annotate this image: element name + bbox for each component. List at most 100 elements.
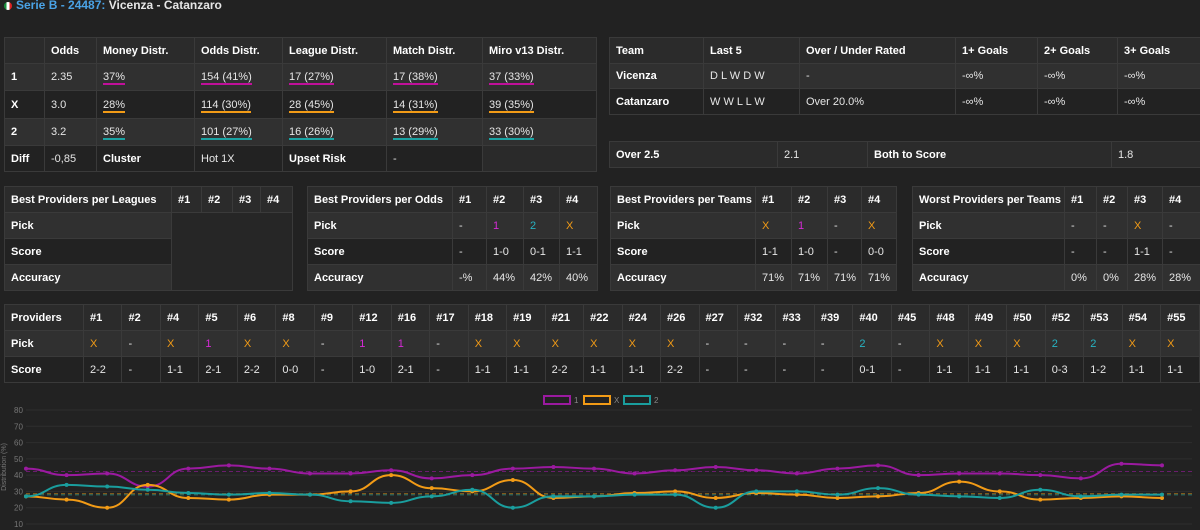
provider-score: 2-2 [236,356,277,383]
data-point [308,492,312,497]
provider-col-header: #21 [544,304,585,331]
score-cell: 1-1 [559,238,598,265]
provider-pick: X [929,330,969,357]
provider-col-header: #5 [198,304,238,331]
provider-pick: X [967,330,1008,357]
team-g3: -∞% [1117,63,1200,89]
provider-col-header: #32 [736,304,777,331]
odds-value: 3.0 [44,90,97,119]
legend-swatch[interactable] [543,395,571,405]
y-tick-label: 70 [14,422,23,431]
provider-pick: X [236,330,277,357]
league-distr: 17 (27%) [289,71,334,85]
accuracy-cell: 71% [827,264,862,291]
pick-label: Pick [610,212,756,239]
provider-score: 1-1 [583,356,623,383]
data-point [957,494,962,499]
team-g2: -∞% [1037,88,1118,115]
team-header-g3: 3+ Goals [1117,37,1200,64]
data-point [997,471,1002,476]
money-cell: 37% [96,63,195,91]
provider-score: 2-1 [390,356,431,383]
pick-cell: X [1127,212,1163,239]
legend-label[interactable]: 2 [654,396,659,405]
data-point [510,505,515,510]
y-tick-label: 80 [14,406,23,415]
provider-pick: X [82,330,123,357]
odds-value: 2.35 [44,63,97,91]
pick-cell: X [559,212,598,239]
league-link[interactable]: Serie B - 24487: [16,0,106,12]
odds-header-money: Money Distr. [96,37,195,64]
score-label: Score [4,356,84,383]
col-header: #4 [260,186,293,213]
team-header-rated: Over / Under Rated [799,37,956,64]
provider-score: 1-1 [1160,356,1200,383]
team-row-home: Vicenza D L W D W - -∞% -∞% -∞% [609,63,1200,89]
score-cell: 1-0 [486,238,524,265]
col-header: #3 [827,186,862,213]
over-value: 2.1 [777,141,868,168]
team-rated: - [799,63,956,89]
score-label: Score [912,238,1065,265]
data-point [997,489,1002,494]
miro-distr: 37 (33%) [489,71,534,85]
pick-cell: X [755,212,792,239]
data-point [713,465,718,469]
provider-col-header: #49 [967,304,1008,331]
col-header: #2 [791,186,828,213]
provider-pick: - [813,330,854,357]
provider-score: - [813,356,854,383]
legend-label[interactable]: X [614,396,620,405]
y-tick-label: 30 [14,487,23,496]
odds-row-label: X [4,90,45,119]
legend-swatch[interactable] [583,395,611,405]
legend-label[interactable]: 1 [574,396,579,405]
team-g2: -∞% [1037,63,1118,89]
data-point [64,497,69,502]
italy-flag-icon [4,1,12,10]
provider-pick: X [1160,330,1200,357]
provider-score: - [121,356,161,383]
league-cell: 16 (26%) [282,118,387,146]
score-label: Score [4,238,172,265]
empty-cell [482,145,597,172]
data-point [1160,463,1164,468]
over-label: Over 2.5 [609,141,778,168]
score-cell: 1-1 [755,238,792,265]
team-header-last5: Last 5 [703,37,800,64]
data-point [429,494,434,499]
provider-pick: 1 [352,330,392,357]
y-axis-label: Distribution (%) [1,443,8,491]
miro-cell: 33 (30%) [482,118,597,146]
data-point [429,486,434,491]
odds-distr-cell: 154 (41%) [194,63,283,91]
match-distr: 17 (38%) [393,71,438,85]
data-point [64,473,69,478]
provider-score: 2-2 [660,356,700,383]
accuracy-label: Accuracy [912,264,1065,291]
providers-title: Providers [4,304,84,331]
score-cell: 0-0 [861,238,897,265]
data-point [916,492,921,497]
data-point [673,489,678,494]
provider-pick: - [429,330,469,357]
odds-value: 3.2 [44,118,97,146]
score-cell: - [1162,238,1200,265]
data-point [754,468,759,473]
match-distr: 14 (31%) [393,98,438,113]
data-point [713,495,718,500]
provider-pick: 2 [852,330,892,357]
y-tick-label: 40 [14,471,23,480]
worst-providers-teams: Worst Providers per Teams #1 #2 #3 #4 Pi… [912,186,1200,291]
accuracy-cell: 71% [791,264,828,291]
data-point [957,471,962,476]
data-point [1119,492,1124,497]
odds-row-1: 1 2.35 37% 154 (41%) 17 (27%) 17 (38%) 3… [4,63,597,91]
legend-swatch[interactable] [623,395,651,405]
provider-pick: X [159,330,200,357]
team-header-g2: 2+ Goals [1037,37,1118,64]
provider-col-header: #24 [621,304,662,331]
pick-cell: 1 [486,212,524,239]
provider-pick: X [1121,330,1162,357]
